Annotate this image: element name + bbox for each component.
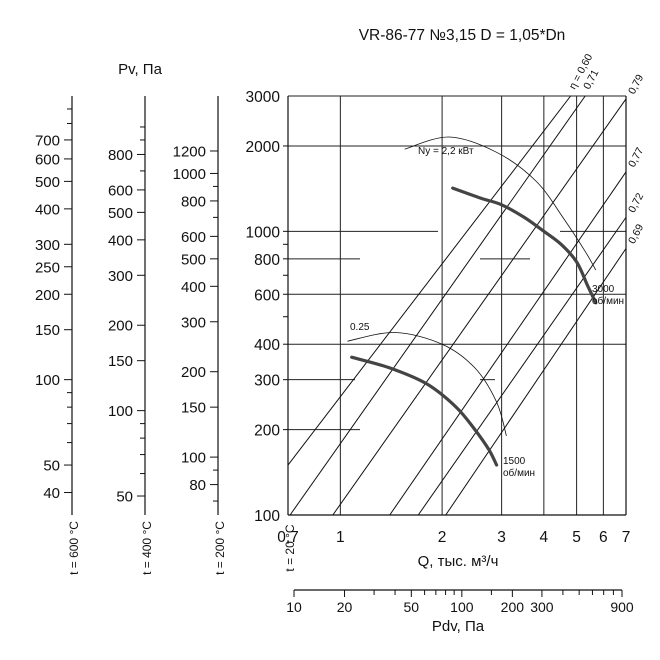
power-line: [347, 332, 507, 437]
x-tick-label: 4: [540, 529, 549, 546]
temp-scale-label: 600: [108, 182, 133, 199]
grid-layer: [288, 95, 626, 515]
x-tick-label: 7: [622, 529, 631, 546]
efficiency-line: [389, 171, 627, 516]
temp-scale-label: 1000: [173, 166, 206, 183]
axes: 100 200 300 400 600 800 1000 2000 3000 0,7 1 2 3 4 5 6 7: [246, 89, 631, 546]
efficiency-line: [417, 217, 627, 516]
temp-scale-label: 200: [181, 364, 206, 381]
temp-scale-label: 600: [181, 229, 206, 246]
temp-scale-label: 700: [35, 132, 60, 149]
pdv-axis-label: 100: [450, 599, 474, 615]
temp-scale-label: 150: [35, 322, 60, 339]
performance-curve-label: об/мин: [503, 467, 535, 479]
y-tick-label: 100: [254, 508, 280, 525]
temp-scale-label: 500: [35, 174, 60, 191]
temp-scale-label: 100: [181, 450, 206, 467]
temp-scale-label: 400: [181, 279, 206, 296]
temp-scale-label: 300: [108, 268, 133, 285]
temp-scale-label: 80: [189, 477, 206, 494]
temperature-scales: 40 50 100 150 200 250 300 400 500 600 700 t = 600 °…: [35, 96, 297, 575]
temp-scale-title: t = 20 °C: [283, 524, 297, 571]
pdv-axis-label: 900: [610, 599, 634, 615]
y-tick-label: 800: [254, 252, 280, 269]
performance-curve: [350, 355, 499, 467]
x-axis-label: Q, тыс. м³/ч: [418, 553, 499, 570]
x-tick-label: 0,7: [277, 529, 299, 546]
temp-scale-label: 500: [108, 205, 133, 222]
y-tick-label: 600: [254, 287, 280, 304]
performance-curve-label: 1500: [503, 456, 526, 467]
pdv-axis-label: 10: [286, 599, 302, 615]
temp-scale-label: 100: [108, 403, 133, 420]
efficiency-label: 0,72: [626, 191, 646, 215]
y-tick-label: 1000: [246, 224, 281, 241]
temp-scale-label: 250: [35, 259, 60, 276]
temp-scale-label: 400: [108, 232, 133, 249]
temp-scale-label: 500: [181, 251, 206, 268]
pdv-axis-label: 50: [404, 599, 420, 615]
power-line-label: Ny = 2,2 кВт: [418, 146, 474, 157]
y-tick-label: 400: [254, 337, 280, 354]
efficiency-label: 0,79: [626, 72, 646, 96]
y-tick-label: 3000: [246, 89, 281, 106]
temp-scale-label: 150: [181, 400, 206, 417]
temp-scale-title: t = 200 °C: [213, 521, 227, 575]
x-tick-label: 6: [599, 529, 608, 546]
efficiency-line: [332, 98, 627, 516]
x-tick-label: 5: [572, 529, 581, 546]
temp-scale-title: t = 600 °C: [67, 521, 81, 575]
temp-scale-label: 400: [35, 201, 60, 218]
y-axis-label: Pv, Па: [118, 61, 163, 78]
power-line-label: 0.25: [350, 322, 370, 333]
pdv-axis-label: 20: [337, 599, 353, 615]
temp-scale-label: 50: [116, 489, 133, 506]
temp-scale-title: t = 400 °C: [140, 521, 154, 575]
x-tick-label: 2: [438, 529, 447, 546]
performance-curve-label: об/мин: [592, 295, 624, 307]
temp-scale-label: 300: [35, 237, 60, 254]
power-line: [404, 136, 597, 271]
x-tick-label: 1: [336, 529, 345, 546]
y-tick-label: 200: [254, 423, 280, 440]
temp-scale-label: 100: [35, 372, 60, 389]
power-lines: Ny = 2,2 кВт 0.25: [347, 136, 597, 437]
efficiency-line: [287, 95, 572, 466]
temp-scale-label: 200: [108, 318, 133, 335]
y-tick-label: 2000: [246, 139, 281, 156]
temp-scale-label: 150: [108, 353, 133, 370]
temp-scale-label: 40: [43, 485, 60, 502]
y-tick-label: 300: [254, 373, 280, 390]
x-tick-label: 3: [497, 529, 506, 546]
pdv-axis-label: 200: [501, 599, 525, 615]
temp-scale-label: 800: [181, 193, 206, 210]
temp-scale-label: 800: [108, 147, 133, 164]
efficiency-line: [445, 248, 627, 516]
pdv-axis: 10 20 50 100 200 300 900: [286, 589, 634, 615]
temp-scale-label: 1200: [173, 143, 206, 160]
chart-title: VR-86-77 №3,15 D = 1,05*Dn: [359, 27, 566, 44]
pdv-axis-label: Pdv, Па: [432, 618, 485, 635]
pdv-axis-label: 300: [530, 599, 554, 615]
efficiency-line: [289, 95, 586, 516]
efficiency-label: 0,69: [626, 222, 646, 246]
temp-scale-label: 200: [35, 287, 60, 304]
performance-curve-label: 3000: [592, 284, 615, 295]
performance-curve: [451, 186, 598, 305]
temp-scale-label: 50: [43, 458, 60, 475]
temp-scale-label: 300: [181, 314, 206, 331]
temp-scale-label: 600: [35, 151, 60, 168]
efficiency-label: 0,77: [626, 145, 646, 169]
